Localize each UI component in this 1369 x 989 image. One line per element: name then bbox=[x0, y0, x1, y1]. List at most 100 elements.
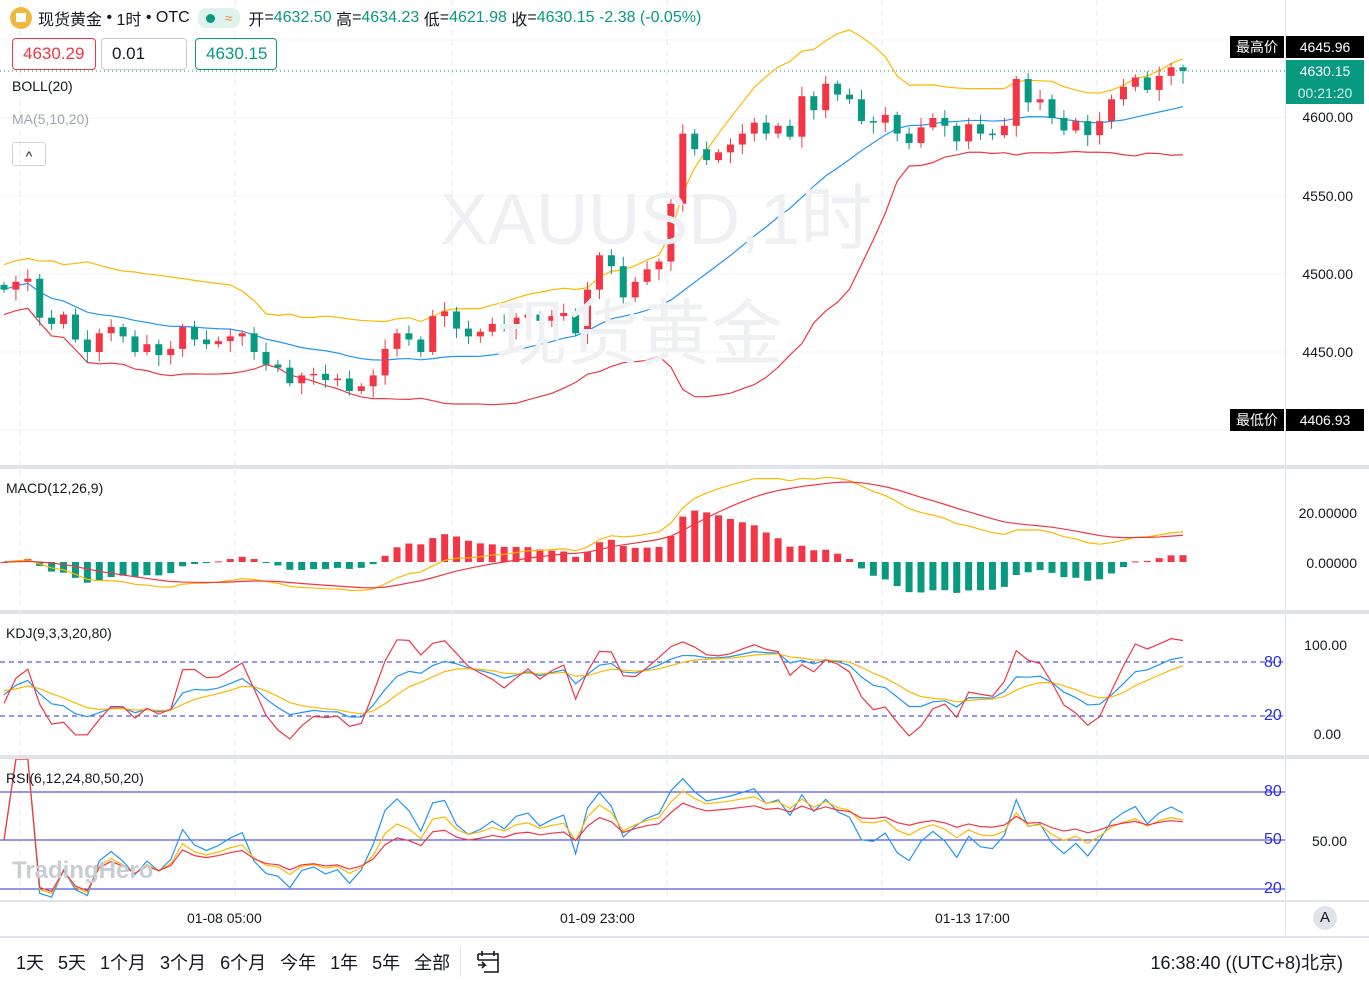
chart-canvas[interactable] bbox=[0, 0, 1285, 935]
candle bbox=[1084, 121, 1092, 136]
range-1d[interactable]: 1天 bbox=[16, 953, 45, 973]
candle bbox=[60, 314, 68, 324]
candle bbox=[238, 333, 246, 337]
macd-histogram-bar bbox=[834, 553, 842, 562]
go-to-date-icon[interactable] bbox=[475, 949, 501, 975]
boll-legend[interactable]: BOLL(20) bbox=[12, 78, 73, 94]
macd-histogram-bar bbox=[1000, 562, 1008, 587]
collapse-legend-button[interactable]: ^ bbox=[12, 142, 46, 166]
watermark-name: 现货黄金 bbox=[495, 295, 784, 375]
rsi-6-line bbox=[3, 758, 1184, 898]
candle bbox=[226, 336, 234, 342]
time-label: 01-09 23:00 bbox=[560, 910, 635, 926]
range-all[interactable]: 全部 bbox=[414, 953, 451, 973]
range-6m[interactable]: 6个月 bbox=[220, 953, 267, 973]
candle bbox=[1108, 99, 1116, 122]
macd-histogram-bar bbox=[48, 562, 56, 572]
candle bbox=[1024, 79, 1032, 103]
macd-histogram-bar bbox=[1084, 562, 1092, 581]
candle bbox=[774, 125, 782, 134]
macd-tick: 0.00000 bbox=[1306, 555, 1357, 571]
candle bbox=[369, 375, 377, 387]
macd-histogram-bar bbox=[274, 562, 282, 566]
pane-separator bbox=[0, 900, 1369, 902]
interval[interactable]: 1时 bbox=[116, 12, 142, 29]
pane-separator[interactable] bbox=[0, 610, 1369, 614]
range-5d[interactable]: 5天 bbox=[58, 953, 87, 973]
candle bbox=[1048, 99, 1056, 118]
candle bbox=[834, 83, 842, 95]
candle bbox=[667, 203, 675, 262]
range-1m[interactable]: 1个月 bbox=[100, 953, 147, 973]
sell-button[interactable]: 4630.29 bbox=[12, 38, 96, 70]
macd-histogram-bar bbox=[119, 562, 127, 576]
candle bbox=[381, 348, 389, 376]
price-tick: 4450.00 bbox=[1302, 344, 1353, 360]
candle bbox=[310, 373, 318, 376]
macd-histogram-bar bbox=[202, 562, 210, 564]
macd-histogram-bar bbox=[655, 547, 663, 562]
candle bbox=[762, 122, 770, 134]
candle bbox=[71, 314, 79, 340]
macd-histogram-bar bbox=[1155, 558, 1163, 562]
macd-histogram-bar bbox=[429, 538, 437, 562]
macd-histogram-bar bbox=[703, 512, 711, 562]
macd-histogram-bar bbox=[250, 559, 258, 562]
max-price-label: 最高价 bbox=[1230, 36, 1284, 58]
macd-histogram-bar bbox=[1119, 562, 1127, 568]
range-3m[interactable]: 3个月 bbox=[160, 953, 207, 973]
candle bbox=[1060, 118, 1068, 131]
boll-lower-line bbox=[3, 150, 1184, 406]
range-5y[interactable]: 5年 bbox=[372, 953, 401, 973]
macd-histogram-bar bbox=[584, 551, 592, 562]
macd-histogram-bar bbox=[1024, 562, 1032, 573]
macd-histogram-bar bbox=[1072, 562, 1080, 578]
candle bbox=[893, 114, 901, 134]
candle bbox=[143, 344, 151, 352]
bar-countdown: 00:21:20 bbox=[1286, 82, 1364, 104]
candle bbox=[1179, 67, 1187, 71]
kdj-tick: 0.00 bbox=[1313, 726, 1341, 742]
candle bbox=[953, 125, 961, 142]
rsi-legend[interactable]: RSI(6,12,24,80,50,20) bbox=[6, 770, 144, 786]
candle bbox=[1096, 121, 1104, 136]
macd-histogram-bar bbox=[441, 534, 449, 562]
range-ytd[interactable]: 今年 bbox=[280, 953, 317, 973]
candle bbox=[512, 317, 520, 329]
market-status[interactable]: ≈ bbox=[197, 8, 241, 28]
pane-separator[interactable] bbox=[0, 465, 1369, 469]
buy-button[interactable]: 4630.15 bbox=[195, 38, 277, 70]
range-1y[interactable]: 1年 bbox=[330, 953, 359, 973]
macd-histogram-bar bbox=[83, 562, 91, 583]
clock-timezone[interactable]: 16:38:40 ((UTC+8)北京) bbox=[1150, 953, 1343, 973]
candle bbox=[322, 373, 330, 381]
candle bbox=[167, 348, 175, 356]
macd-legend[interactable]: MACD(12,26,9) bbox=[6, 480, 104, 496]
pane-separator[interactable] bbox=[0, 755, 1369, 759]
macd-histogram-bar bbox=[381, 555, 389, 562]
macd-histogram-bar bbox=[1108, 562, 1116, 574]
macd-histogram-bar bbox=[286, 562, 294, 570]
auto-scale-button[interactable]: A bbox=[1313, 906, 1337, 930]
macd-histogram-bar bbox=[405, 543, 413, 562]
macd-histogram-bar bbox=[941, 562, 949, 591]
symbol-name[interactable]: 现货黄金 bbox=[38, 12, 103, 29]
candle bbox=[643, 269, 651, 282]
ma-legend[interactable]: MA(5,10,20) bbox=[12, 111, 90, 127]
candle bbox=[500, 323, 508, 329]
candle bbox=[715, 152, 723, 161]
macd-histogram-bar bbox=[1179, 555, 1187, 562]
macd-histogram-bar bbox=[798, 545, 806, 562]
candle bbox=[607, 255, 615, 267]
macd-histogram-bar bbox=[977, 562, 985, 591]
candle bbox=[988, 133, 996, 136]
macd-histogram-bar bbox=[548, 550, 556, 562]
macd-histogram-bar bbox=[572, 556, 580, 562]
quantity-input[interactable]: 0.01 bbox=[101, 38, 187, 70]
macd-histogram-bar bbox=[322, 562, 330, 570]
macd-histogram-bar bbox=[191, 562, 199, 565]
candle bbox=[929, 118, 937, 128]
candle bbox=[679, 133, 687, 204]
kdj-legend[interactable]: KDJ(9,3,3,20,80) bbox=[6, 625, 112, 641]
kdj-lower-level: 20 bbox=[1264, 707, 1282, 724]
